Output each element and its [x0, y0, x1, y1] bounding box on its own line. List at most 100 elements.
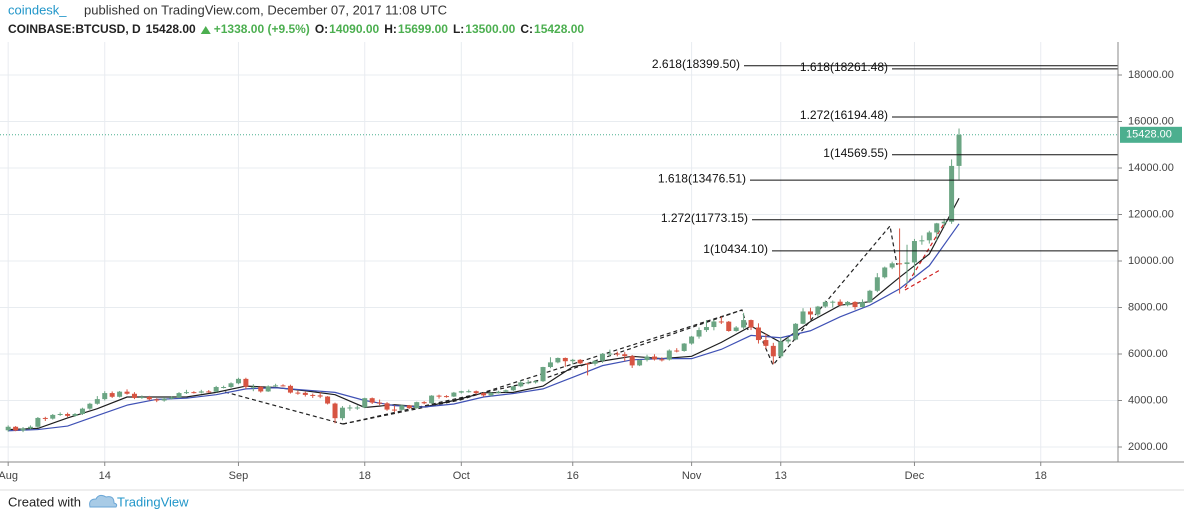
candle-body — [302, 392, 308, 395]
candle-body — [273, 385, 279, 387]
x-tick-label: Sep — [229, 470, 249, 482]
candle-body — [347, 407, 353, 409]
candle-body — [703, 327, 709, 331]
candle-body — [874, 277, 880, 291]
candle-body — [5, 426, 11, 431]
candle-body — [577, 359, 583, 364]
candle-body — [822, 301, 828, 307]
candle-body — [13, 426, 19, 431]
symbol-line: COINBASE:BTCUSD, D 15428.00 +1338.00 (+9.5… — [8, 22, 584, 36]
candle-body — [458, 391, 464, 393]
published: published on TradingView.com, December 0… — [84, 2, 447, 17]
c-label: C: — [520, 22, 533, 36]
pattern-line — [342, 309, 749, 425]
pattern-line — [224, 391, 344, 425]
candle-body — [65, 413, 71, 416]
candle-body — [183, 392, 189, 394]
candle-body — [741, 320, 747, 328]
candle-body — [421, 402, 427, 404]
candle-body — [815, 306, 821, 315]
h-label: H: — [384, 22, 397, 36]
candle-body — [473, 391, 479, 394]
fib-label: 1.272(11773.15) — [661, 211, 748, 225]
candle-body — [287, 385, 293, 393]
candle-body — [20, 428, 26, 431]
o: 14090.00 — [329, 22, 379, 36]
candle-body — [696, 330, 702, 337]
h: 15699.00 — [398, 22, 448, 36]
candle-body — [763, 340, 769, 346]
pattern-line — [759, 224, 898, 367]
candle-body — [503, 390, 509, 392]
candle-body — [748, 320, 754, 328]
footer-text: Created with — [8, 494, 81, 509]
candle-body — [585, 363, 591, 365]
candle-body — [436, 395, 442, 397]
candle-body — [27, 426, 33, 429]
candle-body — [191, 392, 197, 394]
candle-body — [109, 393, 115, 397]
candle-body — [852, 301, 858, 308]
candle-body — [399, 405, 405, 410]
x-tick-label: Aug — [0, 470, 18, 482]
pattern-arrow — [904, 221, 946, 289]
candle-body — [369, 398, 375, 403]
candle-body — [466, 391, 472, 393]
candle-body — [221, 387, 227, 389]
candle-body — [733, 327, 739, 331]
candle-body — [562, 357, 568, 362]
last-price-tag — [1120, 126, 1182, 143]
candle-body — [377, 402, 383, 404]
candle-body — [384, 403, 390, 410]
candle-body — [495, 391, 501, 393]
y-tick-label: 12000.00 — [1128, 208, 1174, 220]
candle-body — [793, 323, 799, 340]
candle-body — [941, 221, 947, 224]
fib-label: 1.272(16194.48) — [800, 108, 888, 122]
candle-body — [859, 302, 865, 308]
last-price-label: 15428.00 — [1126, 129, 1172, 141]
y-tick-label: 8000.00 — [1128, 301, 1168, 313]
candle-body — [949, 165, 955, 222]
plot — [0, 42, 1118, 462]
candle-body — [882, 267, 888, 278]
candle-body — [154, 399, 160, 401]
fib-label: 2.618(18399.50) — [652, 57, 740, 71]
candle-body — [362, 398, 368, 408]
author: coindesk_ — [8, 2, 67, 17]
candle-body — [325, 396, 331, 404]
footer-brand[interactable]: TradingView — [117, 494, 189, 509]
x-tick-label: 18 — [359, 470, 371, 482]
o-label: O: — [315, 22, 328, 36]
candle-body — [674, 350, 680, 352]
fib-label: 1(10434.10) — [703, 242, 768, 256]
y-tick-label: 18000.00 — [1128, 69, 1174, 81]
candle-body — [659, 359, 665, 361]
fib-label: 1.618(13476.51) — [658, 171, 746, 185]
y-tick-label: 2000.00 — [1128, 441, 1168, 453]
candle-body — [295, 392, 301, 394]
candle-body — [919, 240, 925, 242]
candle-body — [867, 290, 873, 303]
candle-body — [956, 134, 962, 166]
candle-body — [904, 262, 910, 265]
candle-body — [778, 341, 784, 357]
candle-body — [213, 387, 219, 392]
symbol: COINBASE:BTCUSD, D — [8, 22, 141, 36]
candle-body — [510, 386, 516, 391]
x-tick-label: 14 — [99, 470, 111, 482]
logo[interactable] — [89, 494, 118, 508]
candle-body — [807, 311, 813, 315]
candle-body — [488, 392, 494, 396]
x-tick-label: Dec — [905, 470, 925, 482]
candle-body — [198, 391, 204, 393]
candle-body — [481, 393, 487, 396]
candle-body — [540, 367, 546, 382]
change: +1338.00 (+9.5%) — [214, 22, 310, 36]
candle-body — [681, 343, 687, 351]
candle-body — [533, 381, 539, 383]
candle-body — [354, 407, 360, 409]
candle-body — [79, 408, 85, 414]
